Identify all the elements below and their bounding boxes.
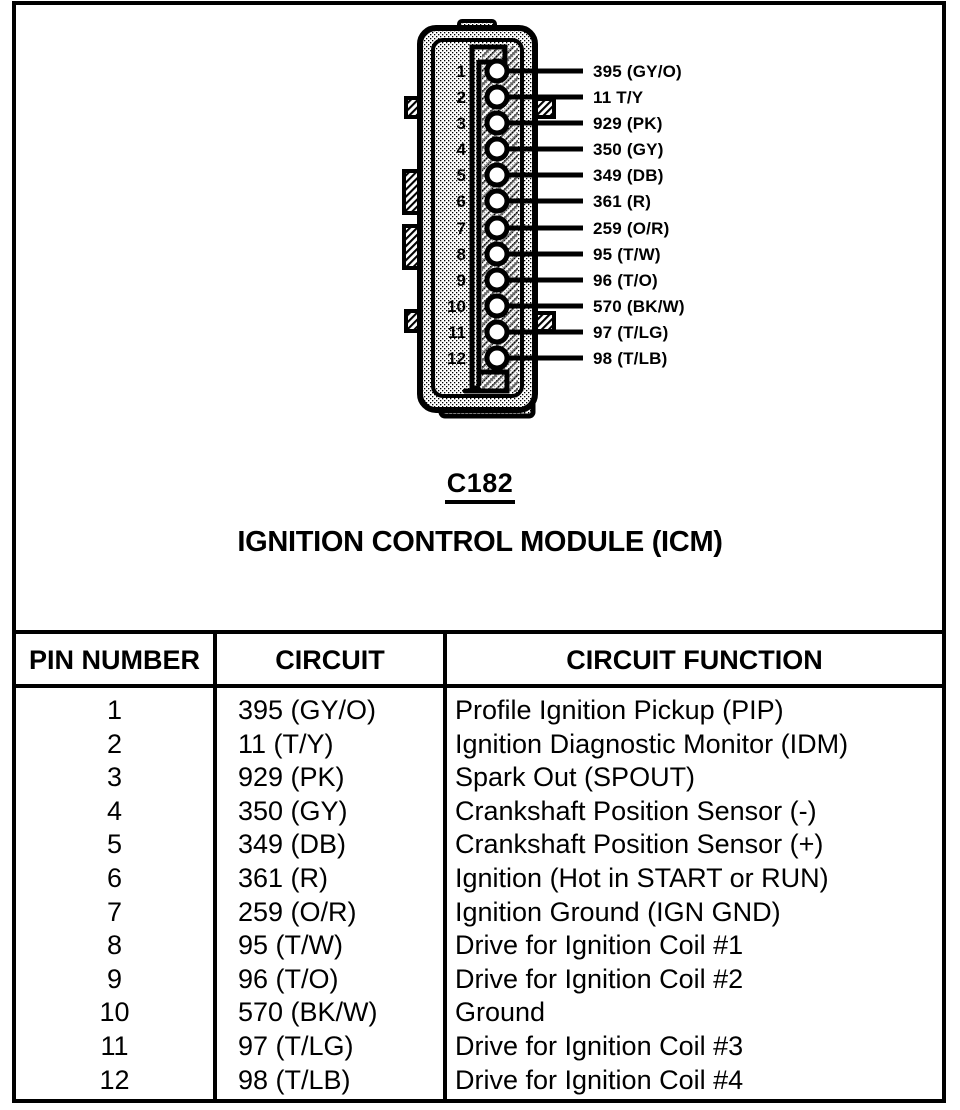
table-row: 2 11 (T/Y) Ignition Diagnostic Monitor (ID… (16, 728, 942, 762)
pin-circle (484, 319, 510, 345)
pin-wire-label: 11 T/Y (593, 88, 644, 107)
circuit-cell: 395 (GY/O) (238, 695, 377, 725)
pin-wire-label: 97 (T/LG) (593, 323, 668, 342)
pin-number-cell: 8 (106, 930, 123, 961)
pin-number: 2 (457, 88, 466, 107)
pin-circle (484, 110, 510, 136)
pin-circle (484, 241, 510, 267)
pin-number-cell: 9 (106, 963, 123, 994)
connector-id-title: C182 (0, 468, 960, 504)
pin-circle (484, 267, 510, 293)
circuit-function-cell: Ground (455, 997, 546, 1028)
circuit-function-cell: Crankshaft Position Sensor (+) (455, 829, 824, 860)
table-row: 5 349 (DB) Crankshaft Position Sensor (+) (16, 828, 942, 862)
circuit-function-cell: Profile Ignition Pickup (PIP) (455, 695, 784, 725)
pin-circle (484, 58, 510, 84)
circuit-function-cell: Crankshaft Position Sensor (-) (455, 795, 817, 826)
table-column-divider-1 (213, 630, 217, 1099)
pinout-table-body: 1 395 (GY/O) Profile Ignition Pickup (PIP)… (16, 694, 942, 1097)
module-title: IGNITION CONTROL MODULE (ICM) (237, 526, 723, 558)
pin-wire-label: 929 (PK) (593, 114, 663, 133)
pin-circle (484, 293, 510, 319)
pin-wire-label: 361 (R) (593, 192, 651, 211)
pin-number: 11 (448, 323, 466, 342)
connector-inner-face (431, 38, 524, 398)
pin-number: 3 (457, 114, 466, 133)
pin-number-cell: 10 (99, 997, 130, 1028)
table-row: 7 259 (O/R) Ignition Ground (IGN GND) (16, 896, 942, 930)
pin-wire-label: 350 (GY) (593, 140, 664, 159)
circuit-cell: 570 (BK/W) (238, 997, 378, 1028)
circuit-cell: 95 (T/W) (238, 930, 343, 961)
pin-wire-label: 98 (T/LB) (593, 349, 668, 368)
pin-wire-label: 349 (DB) (593, 166, 664, 185)
column-header-pin-number: PIN NUMBER (28, 645, 200, 675)
table-header-divider (12, 684, 946, 688)
pin-wire-label: 259 (O/R) (593, 219, 669, 238)
circuit-cell: 349 (DB) (238, 829, 347, 860)
pin-circle (484, 162, 510, 188)
table-row: 9 96 (T/O) Drive for Ignition Coil #2 (16, 963, 942, 997)
circuit-function-cell: Drive for Ignition Coil #1 (455, 930, 744, 961)
circuit-cell: 259 (O/R) (238, 896, 357, 927)
circuit-cell: 350 (GY) (238, 795, 348, 826)
pin-number: 4 (457, 140, 467, 159)
circuit-cell: 97 (T/LG) (238, 1030, 354, 1061)
pin-number: 8 (457, 245, 466, 264)
column-header-circuit: CIRCUIT (275, 645, 385, 675)
circuit-cell: 361 (R) (238, 862, 329, 893)
pin-circle (484, 345, 510, 371)
pin-number: 7 (457, 219, 466, 238)
pin-number-cell: 12 (99, 1064, 130, 1095)
pin-wire-label: 96 (T/O) (593, 271, 658, 290)
circuit-function-cell: Ignition (Hot in START or RUN) (455, 862, 829, 893)
page-frame (12, 1, 946, 1103)
circuit-function-cell: Ignition Ground (IGN GND) (455, 896, 781, 927)
pin-number-cell: 3 (106, 762, 123, 793)
pin-wire-label: 570 (BK/W) (593, 297, 685, 316)
table-row: 11 97 (T/LG) Drive for Ignition Coil #3 (16, 1030, 942, 1064)
table-row: 6 361 (R) Ignition (Hot in START or RUN) (16, 862, 942, 896)
circuit-cell: 96 (T/O) (238, 963, 339, 994)
pin-number-cell: 1 (106, 695, 123, 725)
circuit-function-cell: Ignition Diagnostic Monitor (IDM) (455, 728, 849, 759)
connector-diagram: 1 395 (GY/O) 2 11 T/Y 3 929 (PK) 4 350 (GY) 5 349… (402, 19, 685, 419)
pin-wire-label: 395 (GY/O) (593, 62, 682, 81)
table-row: 3 929 (PK) Spark Out (SPOUT) (16, 761, 942, 795)
circuit-function-cell: Drive for Ignition Coil #2 (455, 963, 744, 994)
pin-number: 5 (457, 166, 466, 185)
table-row: 1 395 (GY/O) Profile Ignition Pickup (PIP) (16, 694, 942, 728)
pin-number-cell: 11 (100, 1030, 129, 1061)
circuit-cell: 11 (T/Y) (238, 728, 334, 759)
table-row: 10 570 (BK/W) Ground (16, 996, 942, 1030)
pin-number-cell: 6 (106, 862, 123, 893)
pin-circle (484, 188, 510, 214)
pin-number: 9 (457, 271, 466, 290)
connector-id-text: C182 (444, 468, 516, 504)
circuit-function-cell: Spark Out (SPOUT) (455, 762, 696, 793)
pin-number: 6 (457, 192, 466, 211)
column-header-circuit-function: CIRCUIT FUNCTION (566, 645, 823, 675)
pin-number: 10 (447, 297, 466, 316)
pin-circle (484, 84, 510, 110)
table-row: 4 350 (GY) Crankshaft Position Sensor (-) (16, 795, 942, 829)
table-row: 12 98 (T/LB) Drive for Ignition Coil #4 (16, 1064, 942, 1098)
pin-number-cell: 4 (106, 795, 123, 826)
pin-number: 12 (447, 349, 466, 368)
table-row: 8 95 (T/W) Drive for Ignition Coil #1 (16, 929, 942, 963)
pin-wire-label: 95 (T/W) (593, 245, 661, 264)
pin-circle (484, 136, 510, 162)
table-top-border (12, 630, 946, 634)
circuit-cell: 929 (PK) (238, 762, 345, 793)
circuit-function-cell: Drive for Ignition Coil #4 (455, 1064, 744, 1095)
pin-circle (484, 215, 510, 241)
circuit-function-cell: Drive for Ignition Coil #3 (455, 1030, 744, 1061)
table-column-divider-2 (443, 630, 447, 1099)
circuit-cell: 98 (T/LB) (238, 1064, 351, 1095)
pin-number: 1 (457, 62, 466, 81)
pin-number-cell: 5 (106, 829, 123, 860)
pin-number-cell: 2 (106, 728, 123, 759)
pin-number-cell: 7 (106, 896, 123, 927)
